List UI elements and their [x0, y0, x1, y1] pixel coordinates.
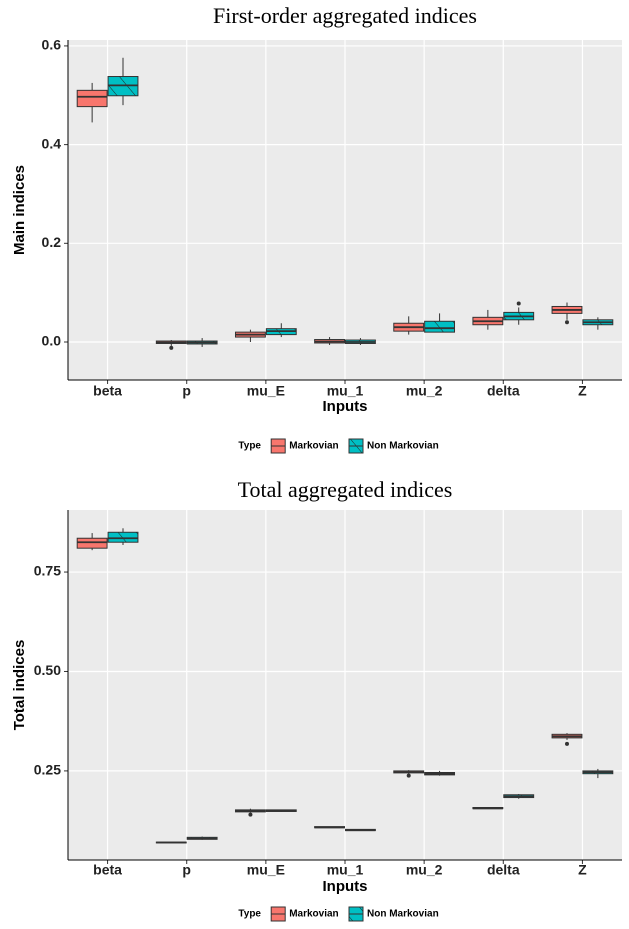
- x-tick-label: delta: [487, 862, 520, 878]
- y-axis-title: Total indices: [11, 640, 28, 731]
- legend-label: Markovian: [289, 909, 338, 920]
- x-tick-label: beta: [93, 862, 122, 878]
- x-tick-label: mu_2: [406, 383, 443, 399]
- x-tick-label: delta: [487, 383, 520, 399]
- outlier: [516, 301, 521, 306]
- outlier: [169, 345, 174, 350]
- x-axis-title: Inputs: [323, 878, 368, 895]
- legend-title: Type: [238, 909, 261, 920]
- chart-title: First-order aggregated indices: [213, 3, 477, 28]
- outlier: [564, 320, 569, 325]
- y-tick-label: 0.0: [42, 333, 62, 349]
- x-tick-label: Z: [578, 862, 587, 878]
- x-tick-label: beta: [93, 383, 122, 399]
- outlier: [564, 741, 569, 746]
- x-tick-label: mu_E: [247, 383, 285, 399]
- x-tick-label: mu_2: [406, 862, 443, 878]
- legend-title: Type: [238, 441, 261, 452]
- box: [76, 89, 108, 108]
- x-tick-label: mu_1: [327, 862, 364, 878]
- box-hatch: [108, 532, 138, 543]
- y-tick-label: 0.75: [34, 563, 61, 579]
- legend-label: Non Markovian: [367, 441, 439, 452]
- outlier: [406, 773, 411, 778]
- y-tick-label: 0.50: [34, 662, 61, 678]
- legend-label: Markovian: [289, 441, 338, 452]
- legend-label: Non Markovian: [367, 909, 439, 920]
- box: [76, 537, 108, 549]
- y-tick-label: 0.2: [42, 234, 62, 250]
- outlier: [248, 812, 253, 817]
- x-tick-label: Z: [578, 383, 587, 399]
- x-tick-label: mu_E: [247, 862, 285, 878]
- x-tick-label: p: [182, 383, 191, 399]
- box-hatch: [424, 321, 455, 333]
- y-axis-title: Main indices: [11, 165, 28, 255]
- x-tick-label: mu_1: [327, 383, 364, 399]
- y-tick-label: 0.6: [42, 37, 62, 53]
- y-tick-label: 0.4: [42, 135, 62, 151]
- x-tick-label: p: [182, 862, 191, 878]
- chart-title: Total aggregated indices: [238, 477, 453, 502]
- x-axis-title: Inputs: [323, 398, 368, 415]
- y-tick-label: 0.25: [34, 762, 61, 778]
